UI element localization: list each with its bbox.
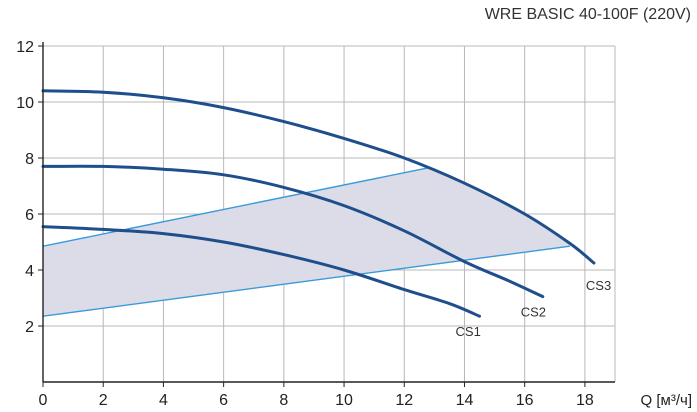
control-region-fill xyxy=(43,167,570,317)
curve-label-cs2: CS2 xyxy=(521,305,546,320)
tick-labels: 0 2 4 6 8 10 12 14 16 18 2 4 6 8 10 12 xyxy=(16,39,594,409)
x-axis-label: Q [м³/ч] xyxy=(641,392,692,409)
control-upper-line xyxy=(42,167,429,247)
x-tick-label: 12 xyxy=(395,392,413,409)
curve-label-cs1: CS1 xyxy=(456,324,481,339)
curve-label-cs3: CS3 xyxy=(586,278,611,293)
y-tick-label: 10 xyxy=(16,95,34,112)
x-tick-label: 16 xyxy=(516,392,534,409)
y-tick-label: 12 xyxy=(16,39,34,56)
y-tick-label: 2 xyxy=(25,319,34,336)
y-tick-label: 6 xyxy=(25,207,34,224)
chart-title: WRE BASIC 40-100F (220V) xyxy=(484,6,691,23)
control-lower-line xyxy=(42,245,570,317)
x-tick-label: 10 xyxy=(335,392,353,409)
y-tick-label: 4 xyxy=(25,263,34,280)
curve-cs3 xyxy=(41,89,596,265)
x-tick-label: 0 xyxy=(39,392,48,409)
pump-curves xyxy=(41,89,596,318)
curve-cs1 xyxy=(41,225,482,318)
control-region xyxy=(42,167,570,317)
x-tick-label: 14 xyxy=(456,392,474,409)
curve-labels: CS1 CS2 CS3 xyxy=(456,278,612,339)
x-tick-label: 6 xyxy=(219,392,228,409)
x-tick-label: 4 xyxy=(159,392,168,409)
x-tick-label: 8 xyxy=(279,392,288,409)
curve-cs2 xyxy=(41,164,545,299)
axes xyxy=(38,42,615,387)
x-tick-label: 2 xyxy=(99,392,108,409)
x-tick-label: 18 xyxy=(576,392,594,409)
y-tick-label: 8 xyxy=(25,151,34,168)
